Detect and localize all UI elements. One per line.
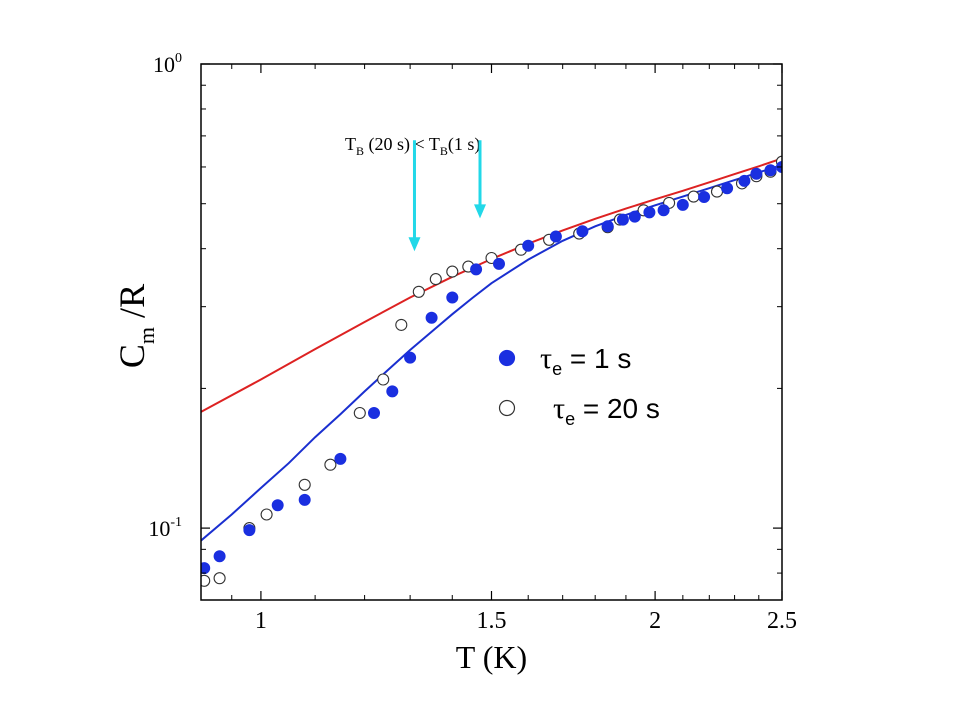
data-point-filled (334, 452, 347, 465)
data-point-filled (213, 550, 226, 563)
axes (200, 63, 783, 601)
data-point-open (213, 572, 226, 585)
data-point-filled (201, 562, 211, 575)
data-point-open (353, 406, 366, 420)
data-point-filled (750, 167, 763, 180)
fit-curve-2 (201, 164, 782, 542)
data-point-filled (616, 213, 629, 226)
data-point-open (429, 273, 442, 286)
x-tick-label: 1.5 (477, 608, 507, 634)
data-point-filled (404, 351, 417, 364)
data-point-filled (738, 174, 751, 187)
data-point-filled (522, 239, 535, 252)
data-point-open (710, 185, 724, 198)
data-point-filled (368, 407, 380, 419)
data-point-open (395, 318, 408, 331)
y-axis-title: Cm /R (112, 284, 159, 368)
legend-label: τe = 1 s (540, 342, 631, 379)
data-point-open (298, 478, 311, 491)
data-point-filled (549, 230, 562, 243)
data-point-open (324, 458, 337, 471)
y-tick-label: 100 (153, 51, 182, 77)
data-point-filled (470, 263, 483, 276)
x-axis-title: T (K) (456, 639, 527, 675)
data-point-filled (643, 206, 656, 219)
y-tick-label: 10-1 (148, 515, 182, 541)
data-point-filled (628, 210, 641, 223)
data-point-open (201, 574, 211, 587)
x-tick-label: 1 (255, 608, 267, 634)
data-point-filled (298, 493, 311, 506)
data-point-filled (698, 191, 711, 203)
data-point-filled (271, 499, 284, 512)
data-point-filled (676, 198, 689, 211)
data-point-filled (601, 220, 614, 233)
fit-curve-1 (201, 157, 782, 413)
fit-curves (201, 157, 782, 542)
data-point-filled (446, 291, 459, 304)
legend-label: τe = 20 s (553, 392, 660, 429)
axis-labels: 1 1.5 2 2.5 10-1 100 T (K) Cm /R (112, 51, 797, 675)
data-point-filled (764, 164, 777, 177)
annotation-arrow-head (474, 204, 487, 219)
data-point-open (377, 373, 390, 386)
legend: τe = 1 s τe = 20 s (498, 342, 660, 429)
legend-marker-open (498, 399, 516, 417)
data-point-filled (425, 311, 438, 324)
plot-frame (200, 63, 783, 601)
data-point-filled (721, 182, 734, 195)
x-tick-label: 2 (649, 608, 661, 634)
data-point-filled (243, 524, 256, 537)
data-point-open (687, 190, 700, 203)
data-point-open (412, 285, 425, 298)
x-tick-label: 2.5 (767, 608, 797, 634)
data-point-open (446, 265, 459, 278)
data-point-filled (493, 257, 505, 270)
data-points (201, 155, 782, 587)
annotation: TB (20 s) < TB(1 s) (345, 134, 487, 252)
tb-annotation: TB (20 s) < TB(1 s) (345, 134, 480, 158)
data-point-filled (657, 204, 670, 217)
data-point-filled (386, 385, 399, 398)
legend-marker-filled (498, 349, 516, 367)
data-point-filled (576, 225, 589, 238)
annotation-arrow-head (408, 237, 421, 252)
data-point-open (260, 508, 273, 521)
